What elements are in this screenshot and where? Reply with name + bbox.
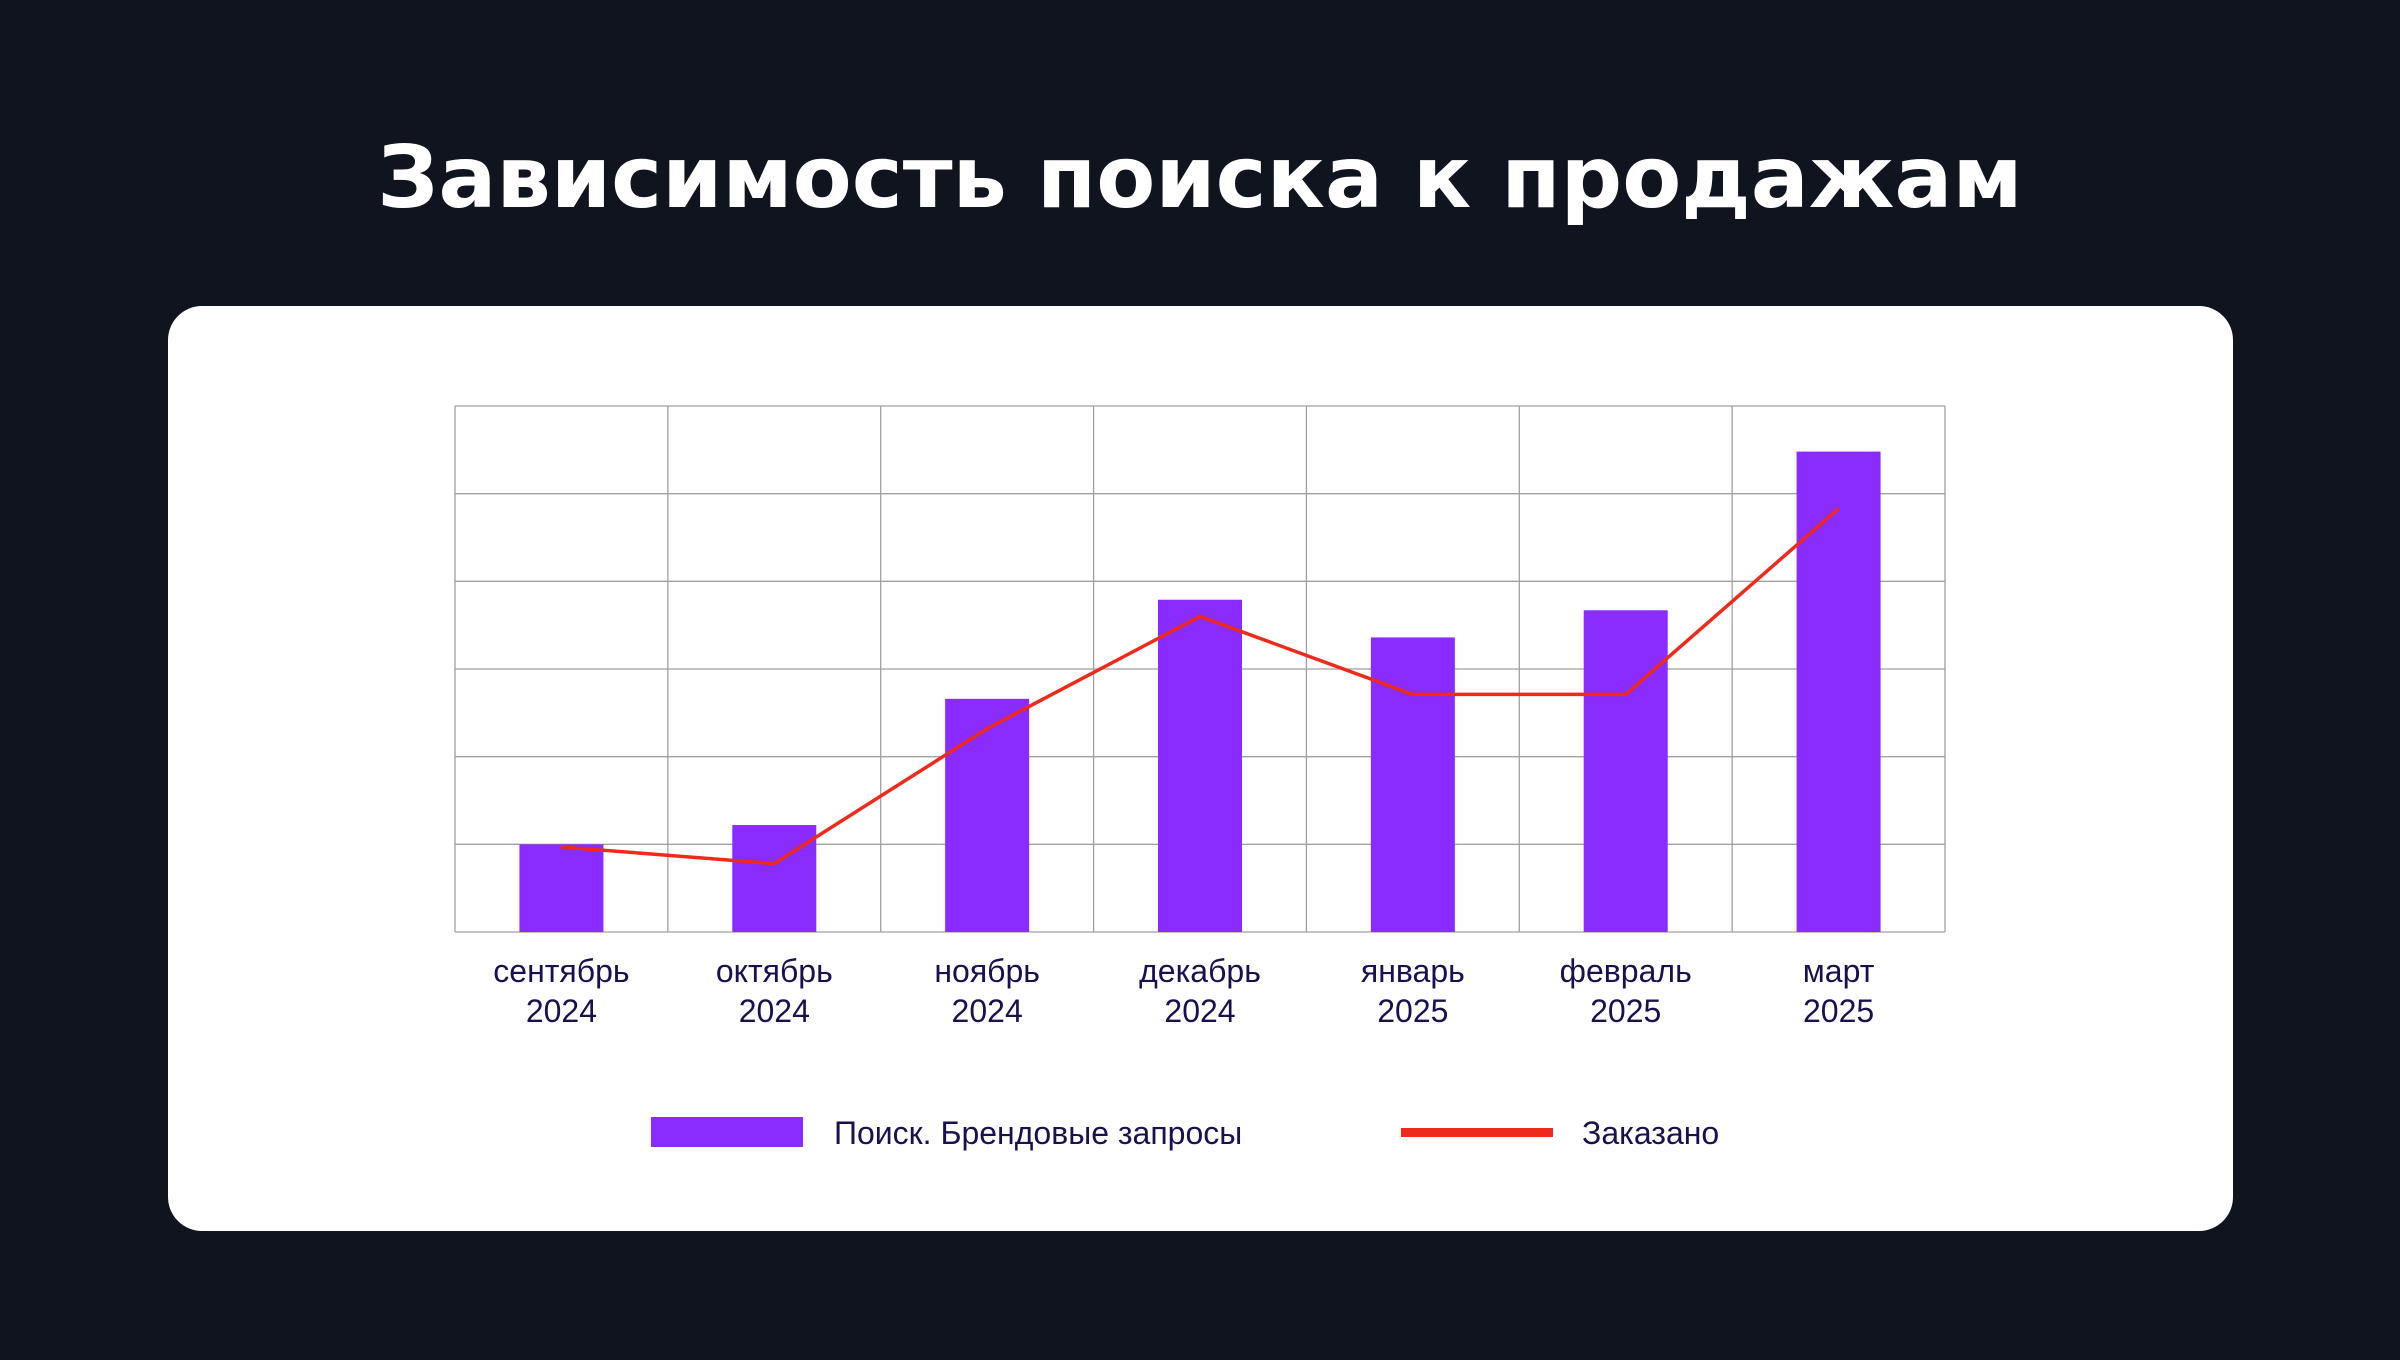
legend-label-bar: Поиск. Брендовые запросы (834, 1115, 1242, 1151)
x-tick-label: март 2025 (1803, 953, 1875, 1029)
line-series (561, 507, 1840, 866)
x-tick-label: ноябрь 2024 (934, 953, 1040, 1029)
legend-swatch-line (1401, 1128, 1553, 1137)
x-tick-label: декабрь 2024 (1139, 953, 1261, 1029)
legend-label-line: Заказано (1582, 1115, 1719, 1151)
chart-card: сентябрь 2024 октябрь 2024 ноябрь 2024 декабрь… (168, 306, 2233, 1231)
page-title: Зависимость поиска к продажам (377, 128, 2023, 228)
bar (1370, 637, 1455, 932)
bar (1158, 599, 1242, 932)
x-tick-label: февраль 2025 (1560, 953, 1692, 1029)
bar (1583, 610, 1668, 932)
bar-series (519, 451, 1881, 932)
legend: Поиск. Брендовые запросы Заказано (651, 1115, 1719, 1151)
chart: сентябрь 2024 октябрь 2024 ноябрь 2024 декабрь… (454, 405, 1946, 1151)
x-axis-ticks: сентябрь 2024 октябрь 2024 ноябрь 2024 декабрь… (493, 953, 1874, 1029)
x-tick-label: сентябрь 2024 (493, 953, 629, 1029)
x-tick-label: октябрь 2024 (716, 953, 833, 1029)
bar (519, 844, 604, 932)
legend-swatch-bar (651, 1117, 803, 1147)
bar (945, 698, 1030, 932)
bar (1796, 451, 1881, 932)
x-tick-label: январь 2025 (1361, 953, 1465, 1029)
bar (732, 825, 817, 932)
